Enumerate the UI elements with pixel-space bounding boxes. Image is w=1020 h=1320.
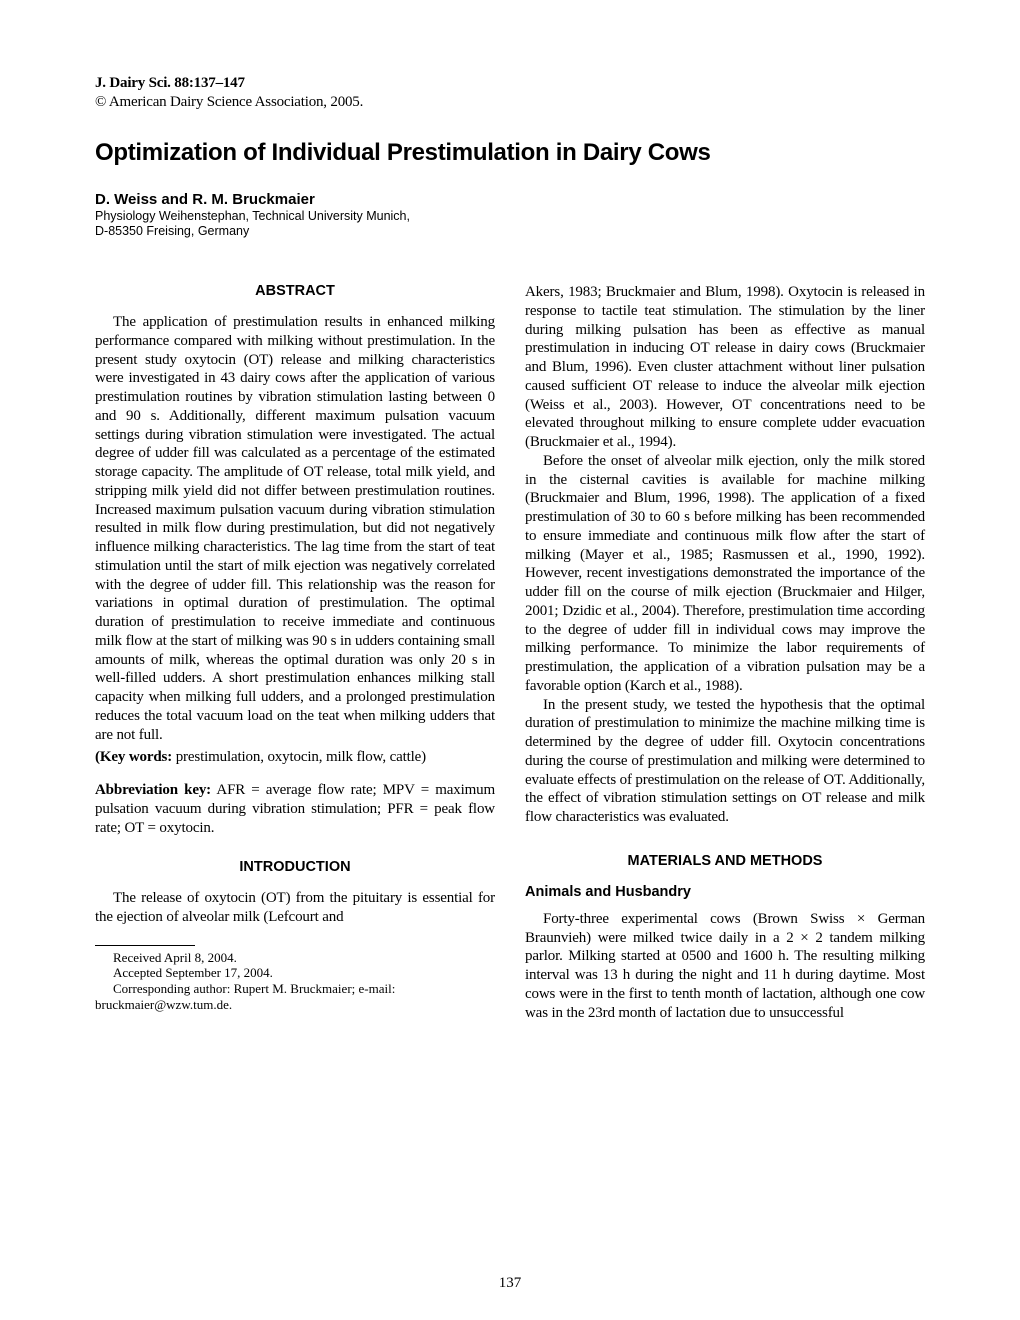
journal-citation: J. Dairy Sci. 88:137–147 [95,75,925,92]
intro-p4: In the present study, we tested the hypo… [525,696,925,827]
two-column-body: ABSTRACT The application of prestimulati… [95,283,925,1022]
authors: D. Weiss and R. M. Bruckmaier [95,191,925,208]
paper-title: Optimization of Individual Prestimulatio… [95,139,925,167]
abbreviation-key: Abbreviation key: AFR = average flow rat… [95,781,495,837]
keywords: (Key words: prestimulation, oxytocin, mi… [95,748,495,767]
intro-p1: The release of oxytocin (OT) from the pi… [95,889,495,927]
affiliation-line1: Physiology Weihenstephan, Technical Univ… [95,209,410,223]
affiliation: Physiology Weihenstephan, Technical Univ… [95,209,925,239]
materials-p1: Forty-three experimental cows (Brown Swi… [525,910,925,1023]
footnote-rule [95,945,195,946]
keywords-label: (Key words: [95,749,172,765]
right-column: Akers, 1983; Bruckmaier and Blum, 1998).… [525,283,925,1022]
page: J. Dairy Sci. 88:137–147 © American Dair… [0,0,1020,1320]
page-number: 137 [0,1275,1020,1292]
footnote-accepted: Accepted September 17, 2004. [95,965,495,981]
materials-heading: MATERIALS AND METHODS [525,853,925,869]
copyright: © American Dairy Science Association, 20… [95,94,925,111]
left-column: ABSTRACT The application of prestimulati… [95,283,495,1022]
introduction-heading: INTRODUCTION [95,859,495,875]
footnote-corresponding: Corresponding author: Rupert M. Bruckmai… [95,981,495,1012]
affiliation-line2: D-85350 Freising, Germany [95,224,249,238]
abstract-p1: The application of prestimulation result… [95,313,495,744]
footnote-received: Received April 8, 2004. [95,950,495,966]
animals-subheading: Animals and Husbandry [525,884,925,900]
abbrev-label: Abbreviation key: [95,782,211,798]
keywords-text: prestimulation, oxytocin, milk flow, cat… [172,749,426,765]
intro-p2-continued: Akers, 1983; Bruckmaier and Blum, 1998).… [525,283,925,452]
intro-p3: Before the onset of alveolar milk ejecti… [525,452,925,696]
abstract-heading: ABSTRACT [95,283,495,299]
